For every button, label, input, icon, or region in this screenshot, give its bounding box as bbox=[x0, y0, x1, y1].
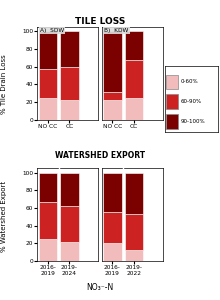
Bar bbox=[39, 239, 57, 261]
Bar bbox=[103, 92, 122, 100]
Bar bbox=[60, 172, 79, 206]
Bar bbox=[60, 100, 79, 120]
Text: B)  KDW: B) KDW bbox=[104, 28, 129, 33]
Bar bbox=[39, 32, 57, 69]
Text: WATERSHED EXPORT: WATERSHED EXPORT bbox=[55, 151, 145, 160]
Bar bbox=[103, 32, 122, 92]
Bar bbox=[60, 242, 79, 261]
Bar bbox=[125, 214, 143, 250]
Bar bbox=[39, 172, 57, 202]
Text: 60-90%: 60-90% bbox=[181, 99, 202, 104]
Bar bbox=[39, 202, 57, 239]
Bar bbox=[39, 98, 57, 120]
Bar bbox=[103, 172, 122, 212]
Bar bbox=[103, 212, 122, 243]
Text: 0-60%: 0-60% bbox=[181, 79, 198, 84]
Bar bbox=[125, 172, 143, 214]
Text: % Watershed Export: % Watershed Export bbox=[1, 180, 7, 252]
FancyBboxPatch shape bbox=[166, 114, 178, 129]
Text: A)  SDW: A) SDW bbox=[40, 28, 64, 33]
FancyBboxPatch shape bbox=[166, 94, 178, 109]
Bar bbox=[60, 67, 79, 100]
Text: TILE LOSS: TILE LOSS bbox=[75, 16, 125, 26]
Bar bbox=[103, 100, 122, 120]
Bar bbox=[60, 32, 79, 67]
Text: NO₃⁻-N: NO₃⁻-N bbox=[86, 284, 114, 292]
Bar bbox=[125, 60, 143, 98]
Bar bbox=[39, 69, 57, 98]
Bar bbox=[125, 98, 143, 120]
Bar bbox=[103, 243, 122, 261]
Text: 90-100%: 90-100% bbox=[181, 119, 205, 124]
FancyBboxPatch shape bbox=[166, 75, 178, 89]
Text: % Tile Drain Loss: % Tile Drain Loss bbox=[1, 54, 7, 114]
Bar bbox=[60, 206, 79, 242]
Bar bbox=[125, 250, 143, 261]
Bar bbox=[125, 32, 143, 60]
